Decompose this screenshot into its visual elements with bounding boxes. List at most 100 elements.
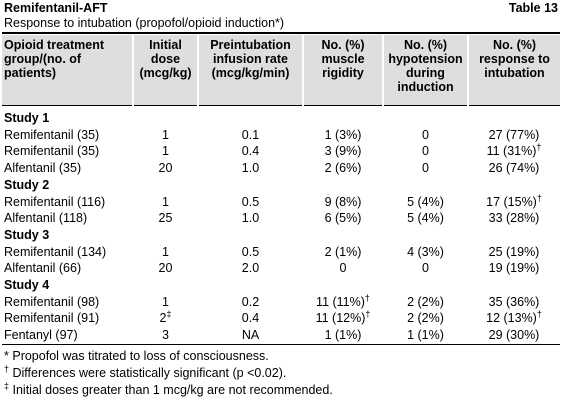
row-label: Alfentanil (35) xyxy=(4,161,82,176)
column-header: Initial dose (mcg/kg) xyxy=(132,35,198,106)
table-body: Study 1 Remifentanil (35) 1 0.1 1 (3%) 0 27 (7… xyxy=(2,106,560,345)
row-label: Remifentanil (91) xyxy=(4,311,100,326)
cell: 19 (19%) xyxy=(488,261,540,276)
study-heading: Study 3 xyxy=(4,227,50,242)
cell: 2 (2%) xyxy=(407,311,444,326)
cell: 20 xyxy=(158,161,173,176)
column-header: Preintubation infusion rate (mcg/kg/min) xyxy=(197,35,303,106)
header-line: No. (%) xyxy=(321,38,365,52)
cell: 11 (31%)† xyxy=(468,143,560,160)
header-line: infusion rate xyxy=(212,52,288,66)
cell: 25 (19%) xyxy=(488,244,540,259)
cell: 0 xyxy=(339,261,347,276)
header-line: rigidity xyxy=(322,66,364,80)
header-line: induction xyxy=(397,80,454,94)
cell-text: 11 (12%) xyxy=(315,311,366,326)
footnote: † Differences were statistically signifi… xyxy=(4,365,333,382)
cell: 3 (9%) xyxy=(324,144,362,159)
header-line: (mcg/kg/min) xyxy=(211,66,290,80)
cell: 1 xyxy=(162,127,169,142)
table-row: Study 1 xyxy=(2,106,560,127)
cell: 1.0 xyxy=(241,211,260,226)
header-line: Initial xyxy=(149,38,182,52)
cell: 0.4 xyxy=(241,144,260,159)
cell: 33 (28%) xyxy=(488,211,540,226)
cell: 0.5 xyxy=(241,244,260,259)
cell: 0 xyxy=(422,144,429,159)
header-line: hypotension xyxy=(388,52,463,66)
subtitle: Response to intubation (propofol/opioid … xyxy=(4,16,285,30)
cell: 26 (74%) xyxy=(488,161,540,176)
row-label: Remifentanil (134) xyxy=(4,244,107,259)
cell-text: 12 (13%) xyxy=(486,311,537,326)
footnote-text: Differences were statistically significa… xyxy=(12,366,287,380)
cell: 1 xyxy=(162,294,169,309)
table-row: Remifentanil (35) 1 0.1 1 (3%) 0 27 (77%) xyxy=(2,127,560,144)
header-line: No. (%) xyxy=(492,38,537,52)
table-row: Remifentanil (116) 1 0.5 9 (8%) 5 (4%) 17 (15… xyxy=(2,193,560,211)
table-number: Table 13 xyxy=(508,1,558,15)
cell: 11 (11%)† xyxy=(303,292,383,311)
row-label: Remifentanil (98) xyxy=(4,294,100,309)
header-line: dose xyxy=(150,52,181,66)
cell-text: 11 (11%) xyxy=(316,294,365,309)
cell: 12 (13%)† xyxy=(468,310,560,327)
study-heading: Study 1 xyxy=(4,111,50,125)
cell: 35 (36%) xyxy=(488,294,540,309)
cell: 5 (4%) xyxy=(407,194,444,209)
footnote-mark: ‡ xyxy=(166,309,172,320)
row-label: Remifentanil (35) xyxy=(4,144,100,159)
footnote-text: Propofol was titrated to loss of conscio… xyxy=(12,349,269,363)
footnote-mark: † xyxy=(365,309,371,320)
cell: 3 xyxy=(162,328,169,343)
column-header: Opioid treatment group/(no. of patients) xyxy=(2,35,133,106)
cell: 11 (12%)† xyxy=(303,310,383,327)
row-label: Remifentanil (116) xyxy=(4,194,106,209)
cell: 4 (3%) xyxy=(407,244,444,259)
study-heading: Study 4 xyxy=(4,278,50,293)
table-row: Study 3 xyxy=(2,227,560,244)
cell: 2 (2%) xyxy=(407,294,444,309)
table-row: Study 2 xyxy=(2,177,560,194)
table-row: Alfentanil (118) 25 1.0 6 (5%) 5 (4%) 33 (28%… xyxy=(2,210,560,227)
data-table: Opioid treatment group/(no. of patients) In… xyxy=(2,35,560,345)
column-header: No. (%) muscle rigidity xyxy=(302,35,383,106)
cell: NA xyxy=(241,328,260,343)
cell: 2 (1%) xyxy=(324,244,362,259)
table-row: Study 4 xyxy=(2,277,560,294)
footnote-mark: † xyxy=(364,292,370,303)
table-row: Fentanyl (97) 3 NA 1 (1%) 1 (1%) 29 (30%) xyxy=(2,327,560,345)
footnote-mark: * xyxy=(4,349,9,363)
cell: 29 (30%) xyxy=(488,328,540,343)
cell: 1 (1%) xyxy=(324,328,362,343)
cell: 9 (8%) xyxy=(324,194,362,209)
footnote-mark: † xyxy=(4,364,10,374)
header-line: during xyxy=(406,66,445,80)
cell: 17 (15%)† xyxy=(468,193,560,211)
cell: 1 (3%) xyxy=(324,127,362,142)
cell: 6 (5%) xyxy=(324,211,362,226)
footnote-text: Initial doses greater than 1 mcg/kg are … xyxy=(12,383,333,397)
row-label: Fentanyl (97) xyxy=(4,328,78,343)
header-line: No. (%) xyxy=(403,38,448,52)
study-heading: Study 2 xyxy=(4,177,50,192)
title: Remifentanil-AFT xyxy=(4,1,108,15)
cell: 1 xyxy=(162,194,169,209)
column-header: No. (%) hypotension during induction xyxy=(382,35,468,106)
cell-text: 11 (31%) xyxy=(486,144,537,159)
cell: 5 (4%) xyxy=(407,211,444,226)
cell: 2 (6%) xyxy=(324,161,362,176)
cell-text: 17 (15%) xyxy=(486,194,537,209)
header-line: (mcg/kg) xyxy=(139,66,192,80)
cell: 27 (77%) xyxy=(488,127,540,142)
cell: 0.1 xyxy=(241,127,260,142)
table-row: Alfentanil (66) 20 2.0 0 0 19 (19%) xyxy=(2,260,560,277)
footnote-mark: ‡ xyxy=(4,381,10,391)
header-line: intubation xyxy=(484,66,545,80)
row-label: Alfentanil (66) xyxy=(4,261,82,276)
cell: 20 xyxy=(158,261,173,276)
footnote-mark: † xyxy=(536,309,542,320)
column-header: No. (%) response to intubation xyxy=(467,35,560,106)
header-line: patients) xyxy=(4,66,57,80)
